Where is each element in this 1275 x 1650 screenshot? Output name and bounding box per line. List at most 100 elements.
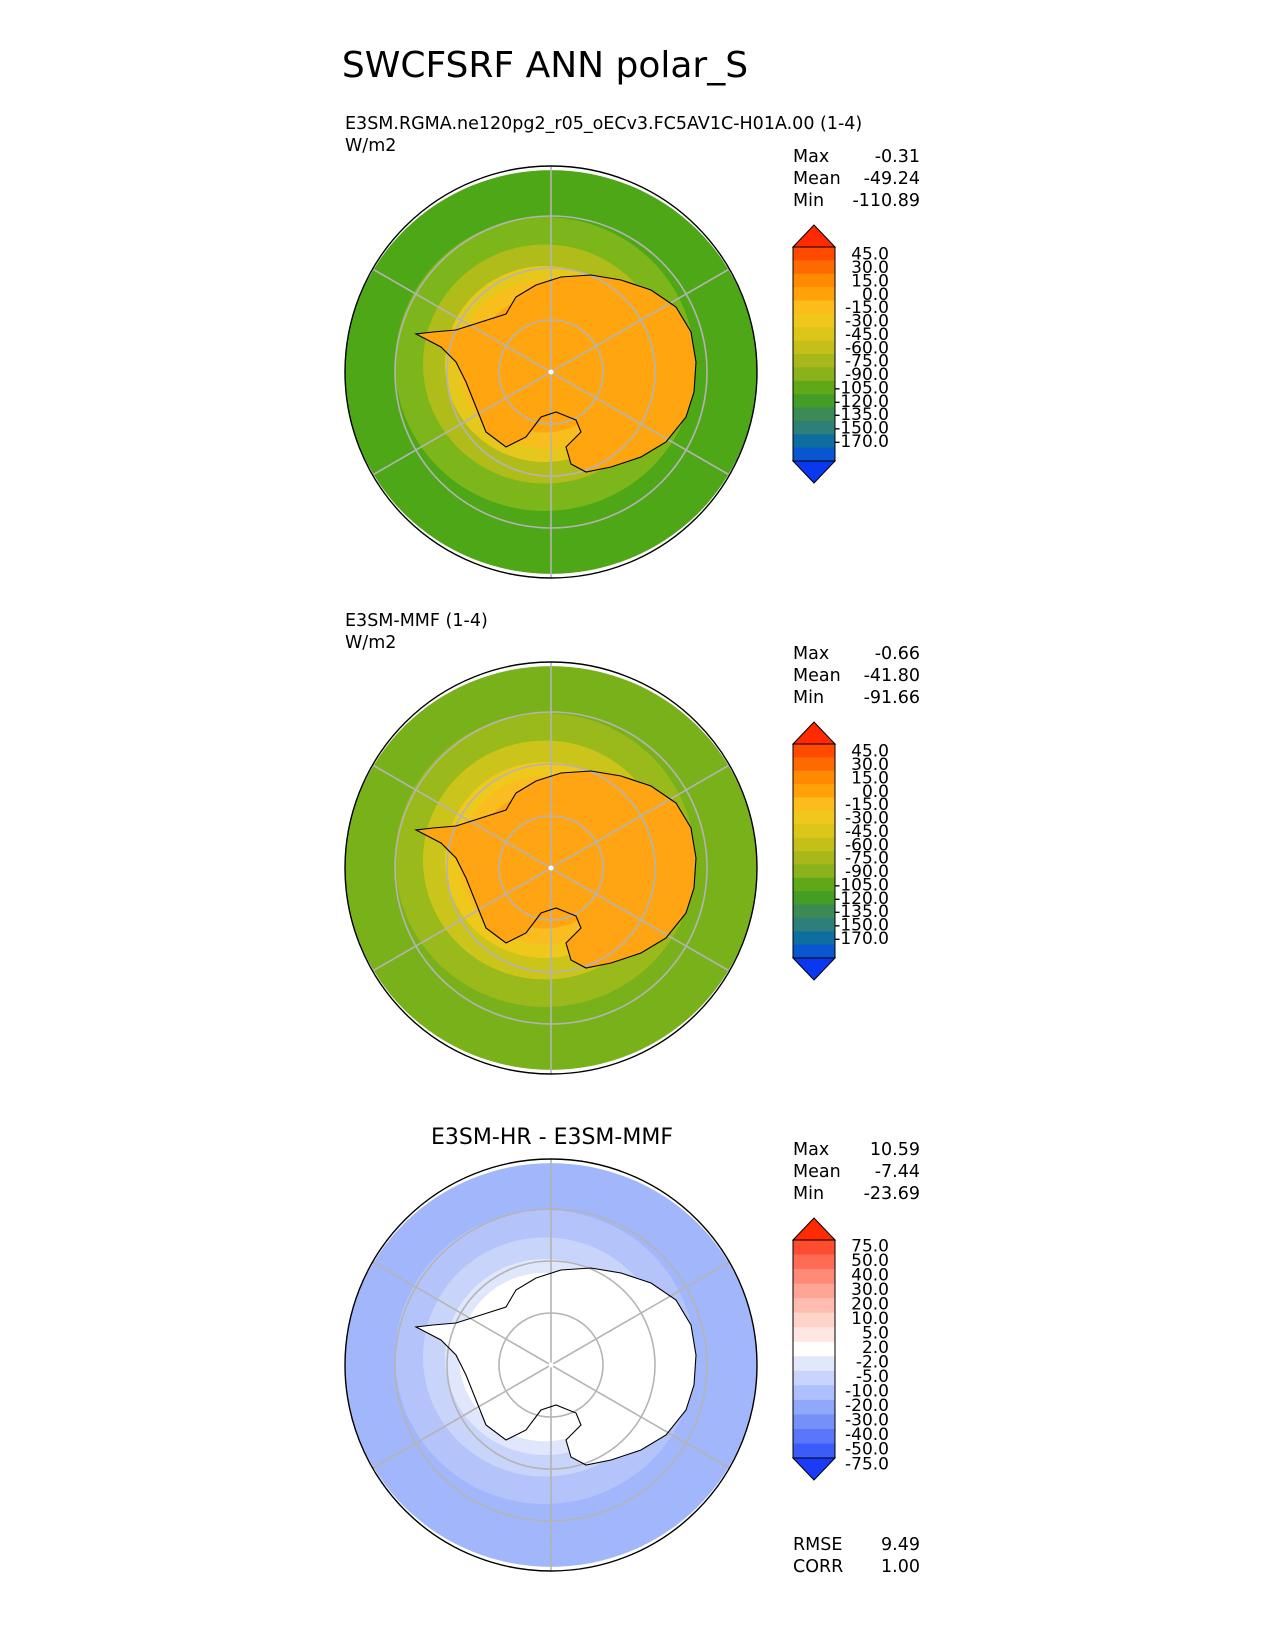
colorbar-tick-label-11: -105.0 — [834, 875, 889, 895]
colorbar-tick-label-5: -15.0 — [845, 298, 889, 318]
colorbar-tick-label-9: -75.0 — [845, 849, 889, 869]
colorbar-tick-label-14: -150.0 — [834, 419, 889, 439]
colorbar-segment-15 — [793, 1443, 835, 1459]
continent-fill — [416, 771, 696, 968]
colorbar-tick-label-10: -90.0 — [845, 862, 889, 882]
colorbar-segment-7 — [793, 327, 835, 342]
map-border — [344, 165, 758, 579]
colorbar-segment-8 — [793, 340, 835, 355]
colorbar-segment-16 — [793, 944, 835, 959]
colorbar-segment-1 — [793, 247, 835, 261]
colorbar-segment-16 — [793, 447, 835, 462]
coastline — [414, 770, 697, 969]
panel-3-stat-mean-label: Mean — [793, 1162, 841, 1182]
colorbar-segment-12 — [793, 394, 835, 408]
colorbar-segment-4 — [793, 1283, 835, 1299]
panel-2-stat-mean-label: Mean — [793, 666, 841, 686]
colorbar-segment-14 — [793, 917, 835, 932]
colorbar-segment-6 — [793, 810, 835, 825]
colorbar-tick-label-9: -2.0 — [856, 1353, 889, 1373]
panel-3-title: E3SM-HR - E3SM-MMF — [431, 1125, 673, 1150]
colorbar-segment-15 — [793, 931, 835, 946]
colorbar-segment-3 — [793, 770, 835, 785]
panel-2: E3SM-MMF (1-4) W/m2 Max -0.66 Mean -41.8… — [344, 611, 920, 1075]
colorbar-segment-11 — [793, 877, 835, 892]
colorbar-segment-4 — [793, 287, 835, 301]
pole-marker — [548, 1362, 554, 1368]
colorbar-frame — [792, 246, 836, 462]
colorbar-tick-label-6: -30.0 — [845, 312, 889, 332]
colorbar-tick-label-4: 0.0 — [862, 285, 889, 305]
colorbar-segment-13 — [793, 1414, 835, 1430]
colorbar-tick-label-4: 30.0 — [851, 1280, 889, 1300]
colorbar-tick-label-12: -120.0 — [834, 889, 889, 909]
colorbar-segment-9 — [793, 851, 835, 865]
colorbar-tick-label-8: -60.0 — [845, 338, 889, 358]
colorbar-tick-label-6: -30.0 — [845, 809, 889, 829]
panel-2-stat-min-value: -91.66 — [864, 688, 920, 708]
colorbar-segment-4 — [793, 784, 835, 798]
colorbar-tick-label-6: 10.0 — [851, 1309, 889, 1329]
panel-1: E3SM.RGMA.ne120pg2_r05_oECv3.FC5AV1C-H01… — [344, 114, 920, 579]
colorbar-tick-label-5: -15.0 — [845, 795, 889, 815]
colorbar-tick-label-15: -170.0 — [834, 929, 889, 949]
colorbar-segment-3 — [793, 1269, 835, 1285]
colorbar-segment-11 — [793, 380, 835, 395]
coastline — [414, 1267, 697, 1466]
colorbar-segment-11 — [793, 1385, 835, 1401]
colorbar-extend-top — [791, 1217, 837, 1241]
colorbar-tick-label-8: -60.0 — [845, 835, 889, 855]
colorbar-tick-label-2: 30.0 — [851, 755, 889, 775]
panel-1-stat-max-value: -0.31 — [875, 147, 920, 167]
colorbar-tick-label-13: -135.0 — [834, 902, 889, 922]
panel-1-title: E3SM.RGMA.ne120pg2_r05_oECv3.FC5AV1C-H01… — [345, 114, 862, 134]
panel-3-rmse-value: 9.49 — [881, 1535, 920, 1555]
panel-1-stat-max-label: Max — [793, 147, 829, 167]
panel-3-polar-map — [344, 1158, 758, 1572]
colorbar-segment-5 — [793, 300, 835, 315]
colorbar-extend-bottom — [791, 957, 837, 981]
colorbar-tick-label-10: -5.0 — [856, 1367, 889, 1387]
panel-3-stat-min-value: -23.69 — [864, 1184, 920, 1204]
colorbar-tick-label-14: -40.0 — [845, 1425, 889, 1445]
panel-1-stat-min-value: -110.89 — [852, 191, 920, 211]
colorbar-tick-label-14: -150.0 — [834, 916, 889, 936]
colorbar-segment-9 — [793, 1356, 835, 1372]
colorbar-segment-2 — [793, 260, 835, 275]
continent-fill — [416, 1268, 696, 1465]
panel-2-stat-max-value: -0.66 — [875, 644, 920, 664]
colorbar-extend-top — [791, 721, 837, 745]
pole-marker — [548, 369, 554, 375]
colorbar-tick-label-7: -45.0 — [845, 325, 889, 345]
colorbar-tick-label-15: -170.0 — [834, 432, 889, 452]
panel-1-stat-min-label: Min — [793, 191, 824, 211]
colorbar-segment-8 — [793, 837, 835, 852]
colorbar-segment-13 — [793, 407, 835, 422]
panel-3-corr-label: CORR — [793, 1557, 843, 1577]
panel-3-stat-mean-value: -7.44 — [875, 1162, 920, 1182]
colorbar-tick-label-1: 45.0 — [851, 742, 889, 762]
continent-fill — [416, 275, 696, 472]
colorbar-extend-bottom — [791, 1457, 837, 1481]
colorbar-tick-label-15: -50.0 — [845, 1440, 889, 1460]
colorbar-tick-label-3: 40.0 — [851, 1265, 889, 1285]
colorbar-tick-label-9: -75.0 — [845, 352, 889, 372]
panel-3-rmse-label: RMSE — [793, 1535, 842, 1555]
colorbar-segment-9 — [793, 354, 835, 368]
colorbar-frame — [792, 743, 836, 959]
map-border — [344, 1158, 758, 1572]
panel-3-colorbar: 75.050.040.030.020.010.05.02.0-2.0-5.0-1… — [791, 1217, 889, 1481]
colorbar-segment-10 — [793, 864, 835, 879]
panel-1-stat-mean-label: Mean — [793, 169, 841, 189]
colorbar-segment-14 — [793, 1428, 835, 1444]
colorbar-tick-label-13: -135.0 — [834, 405, 889, 425]
colorbar-segment-2 — [793, 757, 835, 772]
colorbar-segment-3 — [793, 273, 835, 288]
panel-2-stat-min-label: Min — [793, 688, 824, 708]
colorbar-tick-label-16: -75.0 — [845, 1454, 889, 1474]
colorbar-extend-bottom — [791, 460, 837, 484]
colorbar-segment-10 — [793, 1370, 835, 1386]
panel-3-stat-max-value: 10.59 — [870, 1140, 920, 1160]
colorbar-tick-label-11: -105.0 — [834, 378, 889, 398]
